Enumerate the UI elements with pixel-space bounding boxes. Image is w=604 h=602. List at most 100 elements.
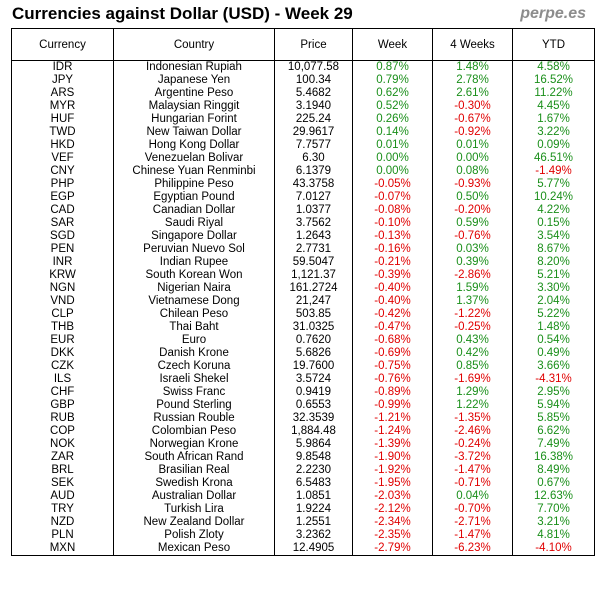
four-week-change-cell: -0.70% [432, 503, 513, 516]
week-change-cell: -2.79% [352, 542, 433, 556]
country-name-cell: Pound Sterling [113, 399, 275, 412]
country-name-cell: Czech Koruna [113, 360, 275, 373]
currency-code-cell: SGD [11, 230, 114, 243]
table-row: HUF Hungarian Forint 225.24 0.26% -0.67% 1.67… [11, 113, 595, 126]
currency-code-cell: KRW [11, 269, 114, 282]
week-change-cell: 0.01% [352, 139, 433, 152]
currency-code-cell: EUR [11, 334, 114, 347]
table-header-row: Currency Country Price Week 4 Weeks YTD [11, 28, 595, 61]
currency-code-cell: BRL [11, 464, 114, 477]
currency-code-cell: ARS [11, 87, 114, 100]
ytd-change-cell: 12.63% [512, 490, 595, 503]
currency-code-cell: ZAR [11, 451, 114, 464]
currency-table: Currency Country Price Week 4 Weeks YTD … [11, 28, 595, 556]
ytd-change-cell: -4.31% [512, 373, 595, 386]
price-cell: 7.0127 [274, 191, 353, 204]
price-cell: 100.34 [274, 74, 353, 87]
country-name-cell: Saudi Riyal [113, 217, 275, 230]
column-header-ytd: YTD [512, 28, 595, 61]
four-week-change-cell: 0.39% [432, 256, 513, 269]
table-row: VEF Venezuelan Bolivar 6.30 0.00% 0.00% 46.51… [11, 152, 595, 165]
price-cell: 1,121.37 [274, 269, 353, 282]
currency-code-cell: SEK [11, 477, 114, 490]
price-cell: 19.7600 [274, 360, 353, 373]
currency-code-cell: NOK [11, 438, 114, 451]
ytd-change-cell: 46.51% [512, 152, 595, 165]
week-change-cell: -0.68% [352, 334, 433, 347]
country-name-cell: Egyptian Pound [113, 191, 275, 204]
week-change-cell: -0.07% [352, 191, 433, 204]
table-row: RUB Russian Rouble 32.3539 -1.21% -1.35% 5.85… [11, 412, 595, 425]
ytd-change-cell: 5.22% [512, 308, 595, 321]
price-cell: 6.1379 [274, 165, 353, 178]
currency-code-cell: VEF [11, 152, 114, 165]
ytd-change-cell: 0.15% [512, 217, 595, 230]
page-title: Currencies against Dollar (USD) - Week 2… [12, 4, 353, 23]
currency-code-cell: IDR [11, 60, 114, 74]
table-row: INR Indian Rupee 59.5047 -0.21% 0.39% 8.20% [11, 256, 595, 269]
four-week-change-cell: -1.35% [432, 412, 513, 425]
ytd-change-cell: 7.49% [512, 438, 595, 451]
four-week-change-cell: 1.48% [432, 60, 513, 74]
price-cell: 3.1940 [274, 100, 353, 113]
brand-logo-text: perpe.es [520, 5, 586, 22]
week-change-cell: 0.14% [352, 126, 433, 139]
four-week-change-cell: -0.24% [432, 438, 513, 451]
ytd-change-cell: 6.62% [512, 425, 595, 438]
week-change-cell: -0.75% [352, 360, 433, 373]
country-name-cell: Polish Zloty [113, 529, 275, 542]
currency-code-cell: NZD [11, 516, 114, 529]
price-cell: 1.0851 [274, 490, 353, 503]
four-week-change-cell: 0.00% [432, 152, 513, 165]
week-change-cell: 0.00% [352, 152, 433, 165]
table-row: AUD Australian Dollar 1.0851 -2.03% 0.04% 12.… [11, 490, 595, 503]
week-change-cell: 0.62% [352, 87, 433, 100]
ytd-change-cell: 0.09% [512, 139, 595, 152]
four-week-change-cell: 0.01% [432, 139, 513, 152]
four-week-change-cell: -2.86% [432, 269, 513, 282]
four-week-change-cell: -1.47% [432, 529, 513, 542]
country-name-cell: Israeli Shekel [113, 373, 275, 386]
price-cell: 59.5047 [274, 256, 353, 269]
table-row: PLN Polish Zloty 3.2362 -2.35% -1.47% 4.81% [11, 529, 595, 542]
ytd-change-cell: 16.52% [512, 74, 595, 87]
table-row: ILS Israeli Shekel 3.5724 -0.76% -1.69% -4.31… [11, 373, 595, 386]
country-name-cell: Chinese Yuan Renminbi [113, 165, 275, 178]
week-change-cell: -2.03% [352, 490, 433, 503]
week-change-cell: -0.10% [352, 217, 433, 230]
week-change-cell: -1.95% [352, 477, 433, 490]
ytd-change-cell: 3.30% [512, 282, 595, 295]
four-week-change-cell: -0.92% [432, 126, 513, 139]
currency-code-cell: NGN [11, 282, 114, 295]
week-change-cell: 0.52% [352, 100, 433, 113]
four-week-change-cell: 0.59% [432, 217, 513, 230]
table-row: SGD Singapore Dollar 1.2643 -0.13% -0.76% 3.5… [11, 230, 595, 243]
price-cell: 3.5724 [274, 373, 353, 386]
price-cell: 2.7731 [274, 243, 353, 256]
four-week-change-cell: -1.69% [432, 373, 513, 386]
table-row: DKK Danish Krone 5.6826 -0.69% 0.42% 0.49% [11, 347, 595, 360]
table-row: JPY Japanese Yen 100.34 0.79% 2.78% 16.52% [11, 74, 595, 87]
price-cell: 2.2230 [274, 464, 353, 477]
week-change-cell: -1.21% [352, 412, 433, 425]
week-change-cell: -0.21% [352, 256, 433, 269]
country-name-cell: Hong Kong Dollar [113, 139, 275, 152]
country-name-cell: Turkish Lira [113, 503, 275, 516]
price-cell: 21,247 [274, 295, 353, 308]
week-change-cell: -0.16% [352, 243, 433, 256]
currency-code-cell: VND [11, 295, 114, 308]
column-header-week: Week [352, 28, 433, 61]
price-cell: 6.5483 [274, 477, 353, 490]
currency-code-cell: GBP [11, 399, 114, 412]
table-row: ZAR South African Rand 9.8548 -1.90% -3.72% 1… [11, 451, 595, 464]
ytd-change-cell: 4.45% [512, 100, 595, 113]
four-week-change-cell: 2.78% [432, 74, 513, 87]
currency-code-cell: COP [11, 425, 114, 438]
table-row: MXN Mexican Peso 12.4905 -2.79% -6.23% -4.10% [11, 542, 595, 556]
country-name-cell: Philippine Peso [113, 178, 275, 191]
ytd-change-cell: 3.66% [512, 360, 595, 373]
table-row: BRL Brasilian Real 2.2230 -1.92% -1.47% 8.49% [11, 464, 595, 477]
country-name-cell: Swedish Krona [113, 477, 275, 490]
price-cell: 1.2643 [274, 230, 353, 243]
currency-code-cell: TWD [11, 126, 114, 139]
